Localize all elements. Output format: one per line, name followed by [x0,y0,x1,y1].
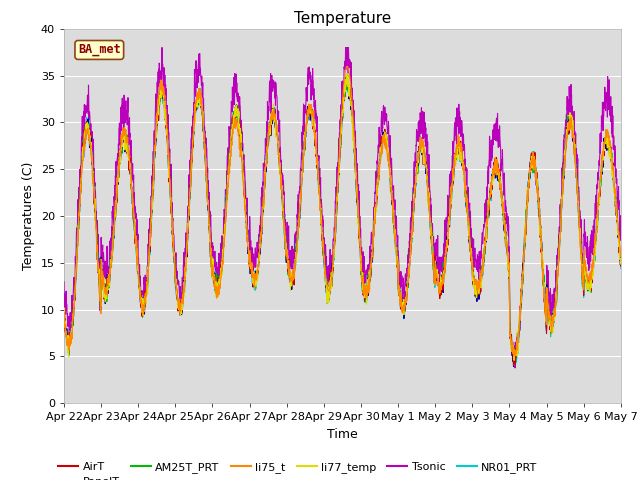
li77_temp [359,270,367,276]
AirT [343,74,351,80]
Line: li77_temp: li77_temp [64,74,621,360]
AM25T_PRT [584,288,591,294]
AM25T_PRT [359,268,367,274]
Line: Tsonic: Tsonic [64,48,621,368]
li77_temp [584,287,591,292]
NR01_PRT [371,207,379,213]
AirT [504,267,512,273]
li75_t [510,353,518,359]
Text: BA_met: BA_met [78,44,121,57]
Tsonic [371,194,379,200]
Tsonic [504,233,512,239]
Line: AM25T_PRT: AM25T_PRT [64,74,621,363]
AM25T_PRT [371,210,379,216]
AM25T_PRT [511,360,518,366]
AirT [371,204,379,210]
NR01_PRT [216,287,223,292]
Y-axis label: Temperatures (C): Temperatures (C) [22,162,35,270]
PanelT [568,117,576,122]
PanelT [216,282,223,288]
NR01_PRT [359,273,367,279]
AirT [584,286,591,292]
NR01_PRT [568,116,576,121]
AirT [60,309,68,314]
li75_t [504,260,512,265]
PanelT [371,208,379,214]
li75_t [584,271,591,277]
AM25T_PRT [617,263,625,269]
Tsonic [158,45,166,50]
li75_t [371,216,379,222]
li75_t [60,312,68,318]
li75_t [216,288,223,294]
AM25T_PRT [60,308,68,314]
Tsonic [511,365,519,371]
NR01_PRT [60,309,68,314]
AirT [359,268,367,274]
NR01_PRT [342,72,350,78]
PanelT [60,314,68,320]
Tsonic [568,111,576,117]
li77_temp [510,358,518,363]
NR01_PRT [504,264,512,269]
li75_t [568,125,576,131]
PanelT [584,287,591,293]
li77_temp [568,120,576,125]
AirT [509,362,517,368]
NR01_PRT [584,286,591,292]
NR01_PRT [510,362,518,368]
PanelT [359,269,367,275]
li75_t [617,250,625,256]
NR01_PRT [617,265,625,271]
X-axis label: Time: Time [327,428,358,441]
li77_temp [504,261,512,266]
AirT [568,122,576,128]
li77_temp [343,71,351,77]
AirT [617,263,625,268]
Tsonic [617,238,625,243]
li75_t [343,63,351,69]
AM25T_PRT [216,281,223,287]
Legend: AirT, PanelT, AM25T_PRT, li75_t, li77_temp, Tsonic, NR01_PRT: AirT, PanelT, AM25T_PRT, li75_t, li77_te… [54,457,542,480]
AirT [216,284,223,290]
Line: NR01_PRT: NR01_PRT [64,75,621,365]
AM25T_PRT [504,263,512,268]
Tsonic [584,237,591,243]
AM25T_PRT [343,71,351,77]
li77_temp [216,276,223,282]
Title: Temperature: Temperature [294,11,391,26]
AM25T_PRT [568,122,576,128]
PanelT [509,363,517,369]
Tsonic [60,279,68,285]
li77_temp [371,205,379,211]
Line: PanelT: PanelT [64,76,621,366]
Line: li75_t: li75_t [64,66,621,356]
Line: AirT: AirT [64,77,621,365]
Tsonic [359,252,367,258]
Tsonic [216,267,223,273]
PanelT [344,73,352,79]
li77_temp [617,260,625,266]
li77_temp [60,312,68,318]
PanelT [504,262,512,267]
li75_t [359,278,367,284]
PanelT [617,263,625,269]
